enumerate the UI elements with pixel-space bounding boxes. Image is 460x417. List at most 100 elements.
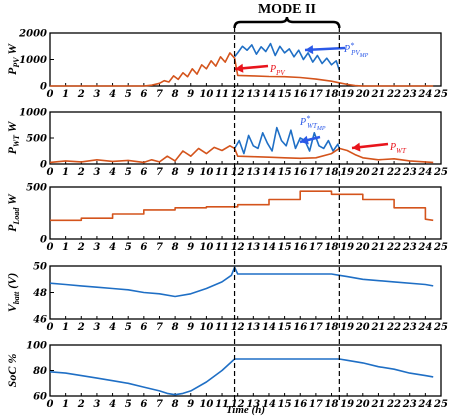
x-tick-label: 0 (47, 167, 54, 178)
x-tick-label: 1 (62, 322, 69, 333)
x-tick-label: 18 (325, 322, 339, 333)
x-tick-label: 17 (309, 89, 323, 100)
y-axis-label: PLoad W (5, 193, 21, 232)
x-tick-label: 20 (355, 167, 370, 178)
panel-frame (49, 186, 442, 240)
x-tick-label: 13 (246, 242, 260, 253)
x-tick-label: 12 (231, 167, 245, 178)
x-tick-label: 23 (402, 399, 417, 410)
x-tick-label: 4 (109, 322, 116, 333)
x-tick-label: 17 (309, 322, 323, 333)
panel-frame (49, 344, 442, 397)
y-tick-label: 50 (33, 262, 47, 273)
x-tick-label: 14 (262, 242, 276, 253)
y-tick-label: 0 (40, 235, 47, 246)
x-tick-label: 22 (386, 399, 401, 410)
x-tick-label: 12 (231, 399, 245, 410)
x-tick-label: 20 (355, 322, 370, 333)
y-tick-label: 1000 (19, 108, 47, 119)
x-tick-label: 1 (62, 167, 69, 178)
x-tick-label: 25 (433, 242, 448, 253)
x-tick-label: 16 (293, 322, 307, 333)
x-tick-label: 5 (125, 322, 132, 333)
wt-actual-arrow-head (352, 142, 361, 152)
x-tick-label: 8 (172, 322, 179, 333)
series-line-soc (49, 358, 434, 396)
series-line-p-wt (49, 145, 434, 164)
series-line-p-pv-mp (233, 42, 341, 71)
x-tick-label: 5 (125, 399, 132, 410)
y-tick-label: 1000 (19, 55, 47, 66)
y-axis-label: PPV W (5, 43, 21, 75)
panel-frame (49, 32, 442, 87)
x-tick-label: 14 (262, 167, 276, 178)
x-tick-label: 15 (278, 399, 292, 410)
x-tick-label: 22 (386, 167, 401, 178)
x-tick-label: 12 (231, 89, 245, 100)
x-tick-label: 16 (293, 399, 307, 410)
x-tick-label: 18 (325, 167, 339, 178)
x-tick-label: 10 (199, 167, 213, 178)
x-tick-label: 1 (62, 242, 69, 253)
x-tick-label: 20 (355, 89, 370, 100)
y-tick-label: 60 (33, 392, 47, 403)
x-tick-label: 24 (417, 89, 432, 100)
x-tick-label: 0 (47, 399, 54, 410)
x-tick-label: 9 (187, 399, 194, 410)
x-tick-label: 20 (355, 242, 370, 253)
x-tick-label: 2 (77, 242, 85, 253)
wt-mp-label: P* WTMP (299, 114, 326, 132)
x-tick-label: 9 (187, 242, 194, 253)
x-tick-label: 16 (293, 89, 307, 100)
x-tick-label: 15 (278, 89, 292, 100)
panel-frame (49, 111, 442, 165)
x-tick-label: 19 (340, 399, 354, 410)
x-tick-label: 15 (278, 242, 292, 253)
x-tick-label: 0 (47, 242, 54, 253)
x-tick-label: 13 (246, 167, 260, 178)
x-tick-label: 17 (309, 242, 323, 253)
wt-mp-arrow-head (300, 135, 309, 145)
x-tick-label: 7 (156, 89, 163, 100)
x-tick-label: 19 (340, 89, 354, 100)
x-tick-label: 2 (77, 167, 85, 178)
x-tick-label: 4 (109, 242, 116, 253)
x-tick-label: 13 (246, 89, 260, 100)
x-tick-label: 4 (109, 89, 116, 100)
y-tick-label: 48 (33, 288, 47, 299)
mode-bracket (233, 16, 341, 29)
x-tick-label: 2 (77, 322, 85, 333)
x-tick-label: 16 (293, 242, 307, 253)
x-tick-label: 7 (156, 242, 163, 253)
x-tick-label: 18 (325, 242, 339, 253)
x-tick-label: 11 (215, 322, 229, 333)
x-tick-label: 10 (199, 242, 213, 253)
x-tick-label: 21 (370, 167, 385, 178)
x-tick-label: 6 (140, 322, 147, 333)
x-tick-label: 25 (433, 322, 448, 333)
x-tick-label: 25 (433, 399, 448, 410)
x-tick-label: 24 (417, 399, 432, 410)
x-tick-label: 7 (156, 167, 163, 178)
x-tick-label: 7 (156, 399, 163, 410)
x-tick-label: 18 (325, 89, 339, 100)
x-tick-label: 20 (355, 399, 370, 410)
x-tick-label: 2 (77, 399, 85, 410)
x-tick-label: 6 (140, 167, 147, 178)
x-tick-label: 1 (62, 89, 69, 100)
x-tick-label: 10 (199, 322, 213, 333)
x-tick-label: 8 (172, 242, 179, 253)
x-tick-label: 6 (140, 89, 147, 100)
x-tick-label: 23 (402, 167, 417, 178)
x-tick-label: 5 (125, 242, 132, 253)
x-tick-label: 7 (156, 322, 163, 333)
x-tick-label: 24 (417, 242, 432, 253)
x-tick-label: 3 (93, 399, 100, 410)
x-tick-label: 19 (340, 242, 354, 253)
y-tick-label: 0 (40, 160, 47, 171)
